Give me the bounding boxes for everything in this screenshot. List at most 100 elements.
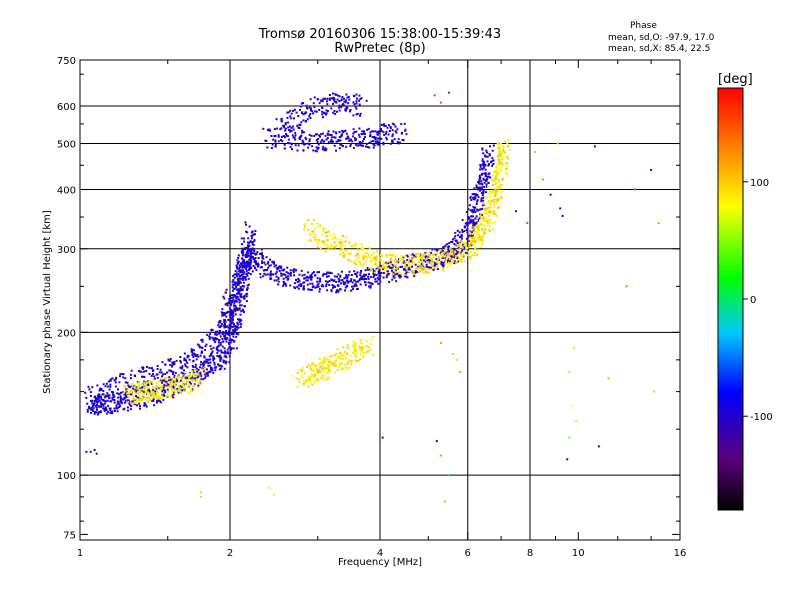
data-point	[363, 130, 365, 133]
data-point	[236, 318, 239, 321]
data-point	[479, 168, 482, 171]
data-point	[485, 149, 488, 152]
data-point	[103, 400, 106, 403]
data-point	[161, 395, 164, 398]
data-point	[337, 362, 340, 365]
data-point	[273, 262, 275, 265]
data-point	[190, 377, 193, 380]
data-point	[318, 357, 321, 360]
data-point	[423, 267, 426, 270]
data-point	[244, 265, 247, 267]
data-point	[232, 315, 235, 318]
data-point	[128, 385, 131, 388]
data-point	[428, 251, 431, 254]
data-point	[178, 380, 181, 383]
data-point	[441, 264, 444, 266]
data-point	[341, 247, 344, 250]
data-point	[271, 260, 274, 263]
data-point	[427, 261, 430, 264]
data-point	[375, 256, 378, 259]
data-point	[171, 361, 174, 364]
data-point	[319, 247, 322, 250]
data-point	[385, 272, 388, 275]
data-point	[446, 265, 449, 268]
data-point	[314, 236, 316, 239]
data-point	[265, 256, 268, 259]
data-point	[417, 257, 420, 260]
data-point	[342, 131, 344, 134]
data-point	[313, 369, 316, 372]
data-point	[350, 289, 353, 292]
data-point	[414, 263, 417, 266]
data-point	[303, 143, 306, 146]
data-point	[484, 207, 487, 210]
data-point	[225, 291, 227, 294]
data-point	[221, 314, 224, 317]
data-point	[308, 377, 311, 380]
data-point	[469, 195, 472, 198]
data-point	[259, 276, 262, 279]
data-point	[452, 260, 455, 263]
data-point	[388, 130, 391, 132]
data-point	[183, 357, 186, 360]
data-point	[232, 312, 235, 315]
data-point	[498, 197, 500, 200]
data-point	[363, 352, 366, 355]
data-point	[138, 402, 141, 405]
data-point	[488, 211, 491, 214]
data-point	[172, 372, 174, 375]
data-point	[322, 227, 325, 230]
data-point	[495, 168, 498, 171]
data-point	[337, 139, 340, 141]
data-point	[154, 385, 157, 388]
data-point	[195, 358, 198, 361]
data-point	[417, 265, 419, 268]
data-point	[481, 230, 484, 233]
data-point	[455, 262, 458, 265]
data-point	[391, 122, 394, 125]
data-point	[234, 310, 237, 313]
data-point	[223, 367, 226, 370]
data-point	[332, 99, 335, 101]
data-point	[366, 267, 369, 269]
data-point	[290, 130, 293, 132]
data-point	[298, 137, 301, 139]
data-point	[328, 369, 331, 372]
data-point	[270, 277, 273, 280]
data-point	[502, 148, 505, 151]
data-point	[292, 269, 295, 272]
data-point	[89, 411, 92, 414]
data-point	[495, 182, 498, 185]
data-point	[362, 258, 365, 261]
data-point	[394, 269, 397, 272]
data-point	[111, 412, 114, 415]
data-point	[148, 381, 151, 384]
data-point	[329, 370, 332, 372]
data-point	[240, 289, 243, 292]
data-point	[180, 391, 183, 394]
data-point	[146, 400, 149, 403]
data-point	[325, 239, 327, 241]
data-point	[321, 113, 324, 116]
data-point	[480, 200, 483, 203]
data-point	[467, 244, 470, 247]
data-point	[463, 260, 466, 263]
data-point	[434, 248, 437, 251]
data-point	[427, 259, 430, 261]
data-point	[194, 363, 197, 366]
data-point	[489, 225, 492, 228]
data-point	[286, 135, 289, 137]
data-point	[340, 246, 342, 249]
data-point	[225, 340, 228, 343]
data-point	[469, 257, 472, 260]
data-point	[310, 240, 312, 242]
data-point	[306, 118, 309, 121]
data-point	[107, 394, 110, 397]
data-point	[435, 263, 438, 265]
data-point	[411, 253, 414, 256]
data-point	[421, 269, 424, 271]
data-point	[327, 367, 330, 370]
data-point	[217, 339, 220, 342]
data-point	[314, 364, 317, 367]
data-point	[394, 273, 397, 276]
